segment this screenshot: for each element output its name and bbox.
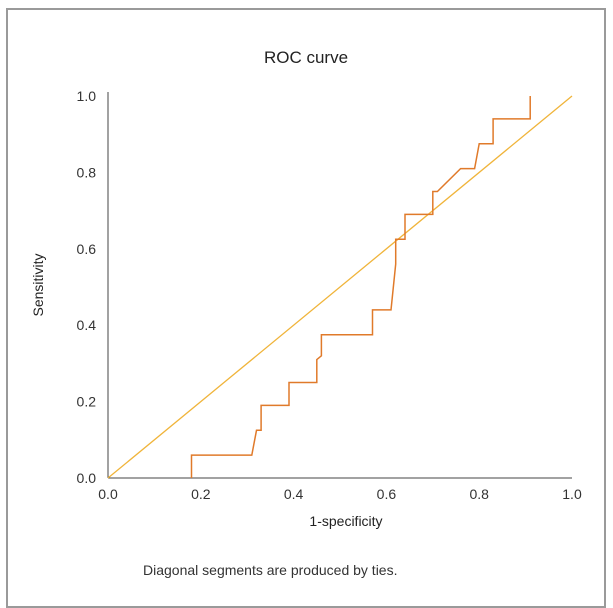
chart-frame: [6, 8, 606, 608]
x-axis-title: 1-specificity: [309, 513, 382, 529]
x-tick-label: 0.2: [191, 486, 211, 502]
x-tick-label: 0.6: [377, 486, 397, 502]
y-tick-label: 0.0: [77, 470, 97, 486]
x-tick-label: 0.0: [98, 486, 118, 502]
roc-curve-line: [190, 96, 531, 478]
tick-labels: 0.0 0.2 0.4 0.6 0.8 1.0 0.0 0.2 0.4 0.6 0.8 1.0: [77, 88, 582, 502]
y-tick-label: 0.8: [77, 164, 97, 180]
y-tick-label: 0.6: [77, 241, 97, 257]
x-tick-label: 0.8: [469, 486, 489, 502]
y-tick-label: 1.0: [77, 88, 97, 104]
plot-lines: [107, 95, 573, 479]
y-axis-title: Sensitivity: [30, 253, 46, 316]
y-tick-label: 0.4: [77, 317, 97, 333]
x-tick-label: 1.0: [562, 486, 582, 502]
y-tick-label: 0.2: [77, 394, 97, 410]
axes: [107, 92, 572, 479]
chart-title: ROC curve: [264, 48, 348, 67]
footnote: Diagonal segments are produced by ties.: [143, 562, 398, 578]
reference-diagonal-line: [107, 95, 573, 479]
x-tick-label: 0.4: [284, 486, 304, 502]
